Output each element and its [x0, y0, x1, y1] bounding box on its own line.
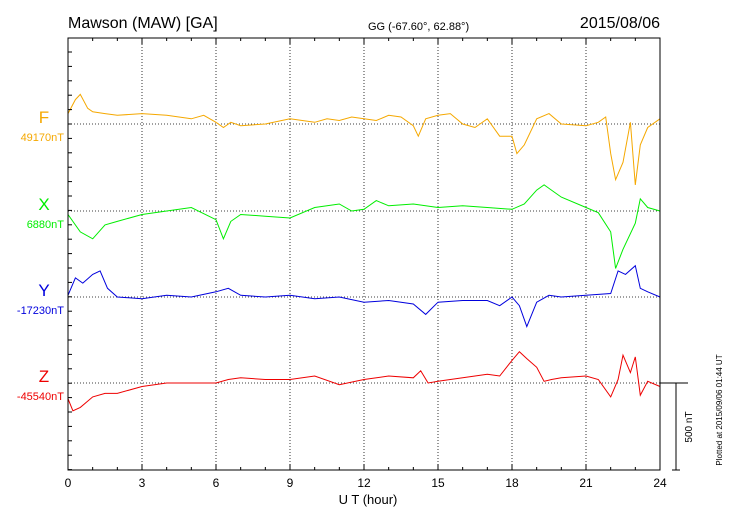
x-tick-label: 21 — [579, 476, 593, 490]
series-name-y: Y — [38, 281, 49, 300]
x-tick-label: 9 — [287, 476, 294, 490]
x-axis-label: U T (hour) — [339, 492, 398, 507]
x-tick-label: 3 — [139, 476, 146, 490]
scale-bar: 500 nT — [660, 382, 695, 471]
series-name-f: F — [39, 108, 49, 127]
x-tick-label: 6 — [213, 476, 220, 490]
series-line-y — [67, 264, 661, 329]
series-line-f — [67, 93, 661, 185]
series-name-z: Z — [39, 367, 49, 386]
series-line-z — [67, 350, 661, 412]
series-baseline-z: -45540nT — [17, 391, 64, 403]
series-baseline-x: 6880nT — [27, 219, 65, 231]
plotted-note: Plotted at 2015/09/06 01:44 UT — [715, 354, 724, 465]
x-tick-label: 0 — [65, 476, 72, 490]
x-tick-label: 12 — [357, 476, 371, 490]
scale-bar-label: 500 nT — [684, 411, 695, 442]
series-baseline-y: -17230nT — [17, 305, 64, 317]
series-name-x: X — [38, 195, 49, 214]
grid-lines — [141, 38, 587, 470]
x-axis-ticks: 0 3 6 9 12 15 18 21 24 — [65, 38, 667, 490]
series-labels: F 49170nT X 6880nT Y -17230nT Z -45540nT — [17, 108, 64, 403]
x-tick-label: 24 — [653, 476, 667, 490]
x-tick-label: 18 — [505, 476, 519, 490]
chart-title: Mawson (MAW) [GA] — [68, 15, 218, 32]
chart-subtitle: GG (-67.60°, 62.88°) — [368, 21, 469, 33]
series-line-x — [67, 184, 661, 269]
series-baseline-f: 49170nT — [21, 132, 65, 144]
chart-date: 2015/08/06 — [580, 15, 660, 32]
series-lines — [67, 93, 661, 412]
x-tick-label: 15 — [431, 476, 445, 490]
